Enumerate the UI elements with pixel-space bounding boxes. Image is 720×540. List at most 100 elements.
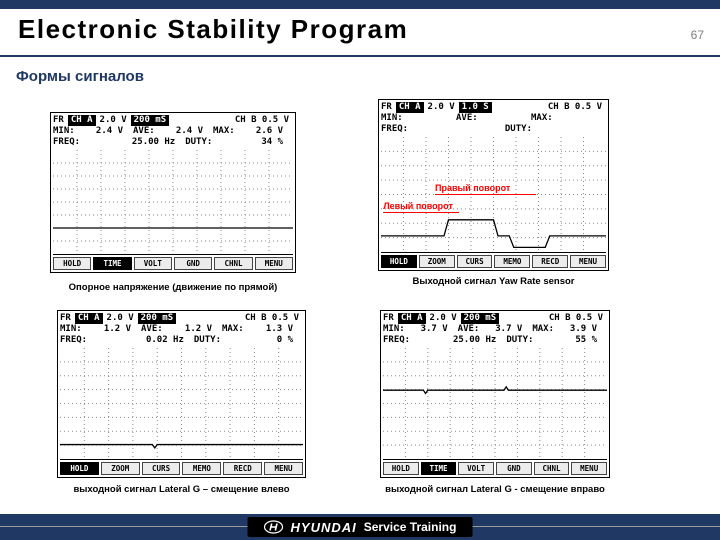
- scope-button-zoom[interactable]: ZOOM: [100, 462, 140, 475]
- scope-button-recd[interactable]: RECD: [532, 255, 569, 268]
- scope-button-memo[interactable]: MEMO: [494, 255, 531, 268]
- scope-buttons: HOLD TIME VOLT GND CHNL MENU: [53, 257, 293, 270]
- duty-label: DUTY:: [506, 335, 534, 345]
- freq-value: 0.02 Hz: [145, 335, 184, 345]
- min-label: MIN:: [381, 113, 403, 123]
- ave-value: 2.4 V: [175, 126, 203, 136]
- scope-button-chnl[interactable]: CHNL: [214, 257, 253, 270]
- scope-freq-row: FREQ: 0.02 Hz DUTY: 0 %: [60, 335, 303, 346]
- page-number: 67: [690, 28, 704, 42]
- min-value: 1.2 V: [103, 324, 131, 334]
- scope-stats-row: MIN: 3.7 V AVE: 3.7 V MAX: 3.9 V: [383, 324, 607, 335]
- scope-button-memo[interactable]: MEMO: [182, 462, 222, 475]
- scope-buttons: HOLD ZOOM CURS MEMO RECD MENU: [381, 255, 606, 268]
- scope-prefix: FR: [60, 313, 71, 323]
- oscilloscope-lateral-g-left: FR CH A 2.0 V 200 mS CH B 0.5 V MIN: 1.2 …: [57, 310, 306, 478]
- scope-button-hold[interactable]: HOLD: [383, 462, 419, 475]
- scope-grid: [60, 348, 303, 460]
- scope-buttons: HOLD TIME VOLT GND CHNL MENU: [383, 462, 608, 475]
- timebase-chip: 200 mS: [460, 313, 500, 324]
- duty-label: DUTY:: [193, 335, 221, 345]
- scope-button-curs[interactable]: CURS: [141, 462, 181, 475]
- scope-grid: [383, 348, 607, 460]
- scope-button-chnl[interactable]: CHNL: [533, 462, 570, 475]
- scope-caption: Выходной сигнал Yaw Rate sensor: [412, 276, 575, 287]
- scope-button-hold[interactable]: HOLD: [53, 257, 92, 270]
- channel-a-scale: 2.0 V: [429, 313, 457, 323]
- ave-label: AVE:: [141, 324, 163, 334]
- oscilloscope-reference-voltage: FR CH A 2.0 V 200 mS CH B 0.5 V MIN: 2.4 …: [50, 112, 296, 273]
- top-accent-bar: [0, 0, 720, 9]
- ave-value: 1.2 V: [184, 324, 212, 334]
- freq-value: 25.00 Hz: [131, 137, 176, 147]
- scope-caption: Опорное напряжение (движение по прямой): [68, 282, 278, 293]
- freq-label: FREQ:: [53, 137, 81, 147]
- oscilloscope-yaw-rate: FR CH A 2.0 V 1.0 S CH B 0.5 V MIN: AVE:…: [378, 99, 609, 271]
- max-label: MAX:: [531, 113, 553, 123]
- scope-caption: выходной сигнал Lateral G – смещение вле…: [73, 484, 290, 495]
- channel-a-chip: CH A: [67, 115, 96, 126]
- scope-button-menu[interactable]: MENU: [571, 462, 608, 475]
- timebase-chip: 200 mS: [137, 313, 177, 324]
- waveform-display: [383, 348, 607, 459]
- waveform-display: [60, 348, 303, 459]
- scope-grid: Правый поворот Левый поворот: [381, 137, 606, 253]
- channel-b-scale: CH B 0.5 V: [548, 313, 603, 323]
- duty-value: 55 %: [575, 335, 597, 345]
- freq-label: FREQ:: [383, 335, 411, 345]
- scope-button-volt[interactable]: VOLT: [458, 462, 495, 475]
- channel-a-scale: 2.0 V: [427, 102, 455, 112]
- min-value: 3.7 V: [420, 324, 448, 334]
- scope-grid: [53, 150, 293, 255]
- channel-b-scale: CH B 0.5 V: [547, 102, 602, 112]
- channel-b-scale: CH B 0.5 V: [234, 115, 289, 125]
- annotation-left-turn: Левый поворот: [383, 201, 459, 214]
- scope-button-time[interactable]: TIME: [420, 462, 457, 475]
- channel-a-scale: 2.0 V: [106, 313, 134, 323]
- scope-buttons: HOLD ZOOM CURS MEMO RECD MENU: [60, 462, 303, 475]
- scope-button-menu[interactable]: MENU: [254, 257, 293, 270]
- scope-button-volt[interactable]: VOLT: [133, 257, 172, 270]
- scope-button-recd[interactable]: RECD: [223, 462, 263, 475]
- freq-value: 25.00 Hz: [452, 335, 497, 345]
- scope-button-menu[interactable]: MENU: [264, 462, 303, 475]
- min-label: MIN:: [60, 324, 82, 334]
- scope-button-time[interactable]: TIME: [93, 257, 132, 270]
- scope-stats-row: MIN: 1.2 V AVE: 1.2 V MAX: 1.3 V: [60, 324, 303, 335]
- scope-button-hold[interactable]: HOLD: [60, 462, 99, 475]
- min-value: 2.4 V: [95, 126, 123, 136]
- scope-prefix: FR: [53, 115, 64, 125]
- scope-button-gnd[interactable]: GND: [173, 257, 213, 270]
- ave-label: AVE:: [133, 126, 155, 136]
- scope-freq-row: FREQ: DUTY:: [381, 124, 606, 135]
- page-title: Electronic Stability Program: [18, 14, 409, 44]
- scope-caption: выходной сигнал Lateral G - смещение впр…: [385, 484, 605, 495]
- ave-value: 3.7 V: [495, 324, 523, 334]
- scope-prefix: FR: [381, 102, 392, 112]
- title-divider: [0, 55, 720, 57]
- channel-b-scale: CH B 0.5 V: [244, 313, 299, 323]
- oscilloscope-lateral-g-right: FR CH A 2.0 V 200 mS CH B 0.5 V MIN: 3.7 …: [380, 310, 610, 478]
- freq-label: FREQ:: [381, 124, 409, 134]
- scope-header-row: FR CH A 2.0 V 200 mS CH B 0.5 V: [383, 313, 607, 324]
- max-label: MAX:: [532, 324, 555, 334]
- scope-button-gnd[interactable]: GND: [496, 462, 532, 475]
- channel-a-chip: CH A: [74, 313, 103, 324]
- scope-button-hold[interactable]: HOLD: [381, 255, 417, 268]
- ave-label: AVE:: [456, 113, 478, 123]
- waveform-display: [53, 150, 293, 254]
- max-value: 1.3 V: [265, 324, 293, 334]
- scope-freq-row: FREQ: 25.00 Hz DUTY: 55 %: [383, 335, 607, 346]
- max-label: MAX:: [222, 324, 244, 334]
- timebase-chip: 1.0 S: [458, 102, 492, 113]
- footer-bar: HYUNDAI Service Training: [0, 514, 720, 540]
- scope-button-curs[interactable]: CURS: [456, 255, 493, 268]
- duty-label: DUTY:: [504, 124, 532, 134]
- scope-freq-row: FREQ: 25.00 Hz DUTY: 34 %: [53, 137, 293, 148]
- min-label: MIN:: [383, 324, 405, 334]
- scope-stats-row: MIN: 2.4 V AVE: 2.4 V MAX: 2.6 V: [53, 126, 293, 137]
- scope-header-row: FR CH A 2.0 V 1.0 S CH B 0.5 V: [381, 102, 606, 113]
- timebase-chip: 200 mS: [130, 115, 170, 126]
- scope-button-zoom[interactable]: ZOOM: [418, 255, 455, 268]
- scope-button-menu[interactable]: MENU: [570, 255, 606, 268]
